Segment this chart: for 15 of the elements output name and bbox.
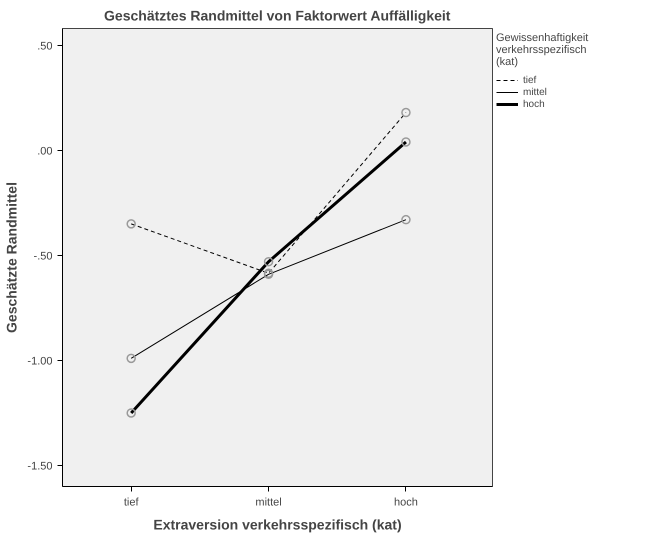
y-axis-title: Geschätzte Randmittel — [3, 182, 20, 333]
chart-title: Geschätztes Randmittel von Faktorwert Auffälligkeit — [104, 8, 451, 24]
x-tick-label: mittel — [255, 496, 282, 508]
y-tick-label: -1.50 — [27, 460, 53, 472]
x-tick-label: tief — [124, 496, 140, 508]
legend-label: hoch — [523, 98, 545, 110]
y-tick-label: -.50 — [34, 250, 53, 262]
x-tick-label: hoch — [394, 496, 418, 508]
y-tick-label: .50 — [37, 40, 53, 52]
legend-label: tief — [523, 74, 538, 86]
x-axis-title: Extraversion verkehrsspezifisch (kat) — [153, 516, 402, 532]
y-tick-label: .00 — [37, 145, 53, 158]
legend-title: Gewissenhaftigkeit verkehrsspezifisch (kat) — [496, 32, 588, 68]
legend-label: mittel — [523, 86, 547, 98]
y-tick-label: -1.00 — [27, 355, 53, 368]
